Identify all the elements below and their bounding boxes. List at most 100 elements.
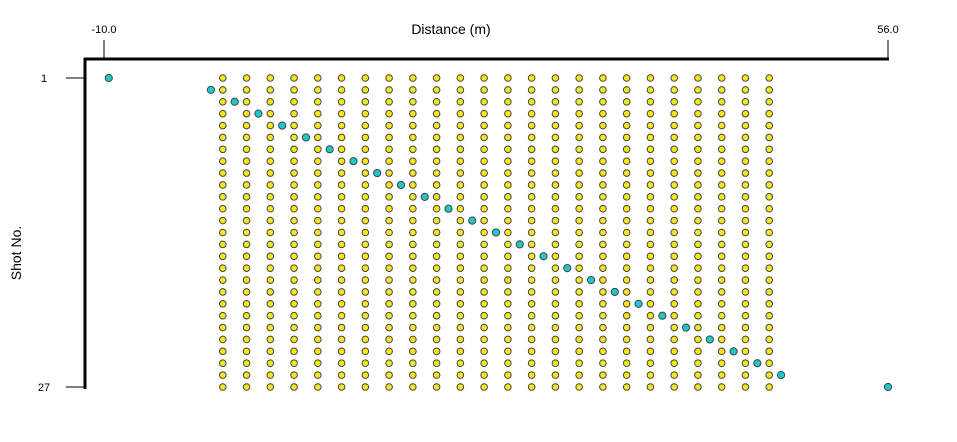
receiver-point bbox=[646, 204, 655, 213]
receiver-point bbox=[385, 240, 393, 249]
receiver-point bbox=[551, 311, 560, 320]
receiver-point bbox=[504, 169, 512, 177]
source-point bbox=[278, 121, 287, 130]
receiver-point bbox=[622, 181, 631, 189]
receiver-point bbox=[527, 74, 536, 82]
receiver-point bbox=[575, 181, 583, 189]
receiver-point bbox=[337, 276, 346, 284]
receiver-point bbox=[504, 74, 512, 82]
receiver-point bbox=[575, 133, 583, 142]
receiver-point bbox=[622, 109, 631, 118]
receiver-point bbox=[717, 359, 726, 368]
receiver-point bbox=[290, 347, 298, 356]
receiver-point bbox=[361, 121, 370, 130]
source-point bbox=[230, 97, 239, 106]
receiver-point bbox=[670, 323, 678, 332]
receiver-point bbox=[575, 347, 583, 356]
receiver-point bbox=[242, 109, 251, 118]
receiver-point bbox=[385, 264, 393, 272]
receiver-point bbox=[432, 228, 441, 237]
receiver-point bbox=[646, 74, 655, 82]
receiver-point bbox=[409, 276, 417, 284]
receiver-point bbox=[290, 133, 298, 142]
receiver-point bbox=[527, 216, 536, 225]
receiver-point bbox=[385, 335, 393, 344]
receiver-point bbox=[504, 228, 512, 237]
receiver-point bbox=[385, 121, 393, 130]
receiver-point bbox=[480, 335, 488, 344]
receiver-point bbox=[717, 300, 726, 308]
receiver-point bbox=[456, 323, 465, 332]
receiver-point bbox=[385, 276, 393, 284]
receiver-point bbox=[218, 181, 227, 189]
receiver-point bbox=[622, 193, 631, 201]
receiver-point bbox=[266, 204, 275, 213]
receiver-point bbox=[266, 300, 275, 308]
receiver-point bbox=[409, 145, 417, 154]
receiver-point bbox=[480, 216, 488, 225]
receiver-point bbox=[646, 193, 655, 201]
receiver-point bbox=[670, 145, 678, 154]
receiver-point bbox=[670, 300, 678, 308]
receiver-point bbox=[670, 311, 678, 320]
receiver-point bbox=[504, 121, 512, 130]
receiver-point bbox=[599, 252, 607, 261]
receiver-point bbox=[456, 97, 465, 106]
receiver-point bbox=[266, 252, 275, 261]
receiver-point bbox=[599, 347, 607, 356]
receiver-point bbox=[290, 300, 298, 308]
source-point bbox=[515, 240, 524, 249]
receiver-point bbox=[765, 323, 774, 332]
receiver-point bbox=[527, 240, 536, 249]
receiver-point bbox=[266, 228, 275, 237]
receiver-point bbox=[314, 347, 322, 356]
receiver-point bbox=[242, 276, 251, 284]
receiver-point bbox=[290, 228, 298, 237]
receiver-point bbox=[218, 264, 227, 272]
receiver-point bbox=[622, 240, 631, 249]
receiver-point bbox=[527, 157, 536, 165]
receiver-point bbox=[599, 359, 607, 368]
receiver-point bbox=[337, 371, 346, 379]
receiver-point bbox=[314, 133, 322, 142]
receiver-point bbox=[694, 86, 702, 94]
receiver-point bbox=[694, 169, 702, 177]
receiver-point bbox=[504, 86, 512, 94]
receiver-point bbox=[266, 240, 275, 249]
receiver-point bbox=[409, 109, 417, 118]
receiver-point bbox=[765, 157, 774, 165]
receiver-point bbox=[741, 193, 750, 201]
receiver-point bbox=[504, 264, 512, 272]
receiver-point bbox=[527, 133, 536, 142]
receiver-point bbox=[385, 157, 393, 165]
receiver-point bbox=[646, 86, 655, 94]
receiver-point bbox=[242, 157, 251, 165]
receiver-point bbox=[480, 300, 488, 308]
receiver-point bbox=[218, 204, 227, 213]
receiver-point bbox=[242, 193, 251, 201]
receiver-point bbox=[218, 121, 227, 130]
receiver-point bbox=[575, 97, 583, 106]
receiver-point bbox=[717, 181, 726, 189]
receiver-point bbox=[337, 204, 346, 213]
receiver-point bbox=[290, 383, 298, 391]
receiver-point bbox=[646, 145, 655, 154]
source-point bbox=[420, 192, 429, 201]
receiver-point bbox=[456, 359, 465, 368]
receiver-point bbox=[432, 323, 441, 332]
receiver-point bbox=[622, 216, 631, 225]
receiver-point bbox=[670, 276, 678, 284]
receiver-point bbox=[242, 97, 251, 106]
receiver-point bbox=[599, 383, 607, 391]
receiver-point bbox=[717, 157, 726, 165]
receiver-point bbox=[622, 133, 631, 142]
receiver-point bbox=[456, 240, 465, 249]
receiver-point bbox=[765, 383, 774, 391]
receiver-point bbox=[670, 240, 678, 249]
receiver-point bbox=[456, 169, 465, 177]
receiver-point bbox=[504, 109, 512, 118]
receiver-point bbox=[266, 288, 275, 296]
receiver-point bbox=[218, 109, 227, 118]
receiver-point bbox=[575, 288, 583, 296]
receiver-point bbox=[385, 74, 393, 82]
